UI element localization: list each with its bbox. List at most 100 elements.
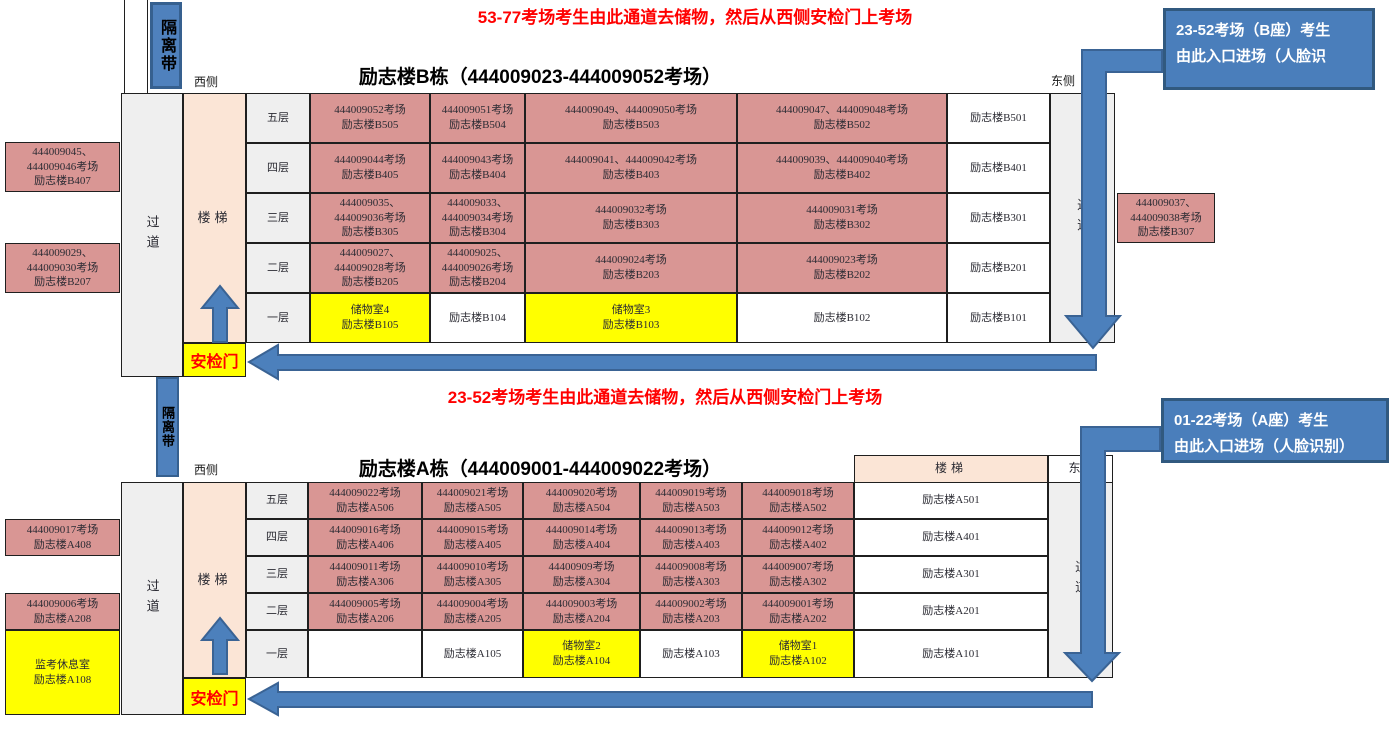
west-label-b: 西侧 xyxy=(194,75,219,89)
cell-line: 励志楼A304 xyxy=(552,575,611,588)
entrance-callout-b: 23-52考场（B座）考生 由此入口进场（人脸识 xyxy=(1163,8,1375,90)
cell-line: 励志楼A503 xyxy=(662,501,720,514)
cell-line: 励志楼A104 xyxy=(552,655,611,667)
cell-line: 储物室1 xyxy=(778,640,818,653)
cell-line: 444009031考场 xyxy=(806,204,878,217)
room-cell: 444009043考场 励志楼B404 xyxy=(430,143,525,193)
cell-line: 444009017考场 xyxy=(26,523,99,536)
room-cell: 444009018考场 励志楼A502 xyxy=(742,482,854,519)
room-cell: 444009014考场 励志楼A404 xyxy=(523,519,640,556)
cell-line: 444009033、 xyxy=(447,197,508,210)
cell-line: 储物室3 xyxy=(611,304,651,317)
cell-line: 励志楼B404 xyxy=(449,169,506,181)
cell-line: 励志楼B407 xyxy=(34,175,91,188)
room-cell: 444009013考场 励志楼A403 xyxy=(640,519,742,556)
isolation-band-middle: 隔离带 xyxy=(156,377,179,477)
cell-line: 储物室2 xyxy=(562,640,601,653)
cell-line: 励志楼A108 xyxy=(33,673,92,686)
cell-line: 励志楼B504 xyxy=(449,119,506,131)
flow-arrow-west-a xyxy=(246,681,1093,717)
room-cell: 444009019考场 励志楼A503 xyxy=(640,482,742,519)
cell-line: 444009028考场 xyxy=(334,261,406,274)
room-cell: 励志楼A301 xyxy=(854,556,1048,593)
entrance-arrow-down-b xyxy=(1063,49,1163,350)
cell-line: 444009020考场 xyxy=(545,486,618,499)
cell-line: 444009005考场 xyxy=(329,597,401,610)
cell-line: 444009025、 xyxy=(447,247,508,260)
room-cell: 444009008考场 励志楼A303 xyxy=(640,556,742,593)
cell-line: 励志楼A205 xyxy=(443,612,502,625)
cell-line: 励志楼B102 xyxy=(813,311,871,324)
cell-line: 励志楼A302 xyxy=(769,575,827,588)
cell-line: 励志楼A504 xyxy=(552,501,611,514)
cell-line: 444009004考场 xyxy=(436,597,509,610)
building-b-title: 励志楼B栋（444009023-444009052考场） xyxy=(358,67,722,88)
cell-line: 励志楼B505 xyxy=(341,119,399,131)
west-label-a: 西侧 xyxy=(194,463,219,477)
cell-line: 励志楼B303 xyxy=(602,219,660,231)
room-cell: 励志楼A201 xyxy=(854,593,1048,630)
room-cell: 储物室4 励志楼B105 xyxy=(310,293,430,343)
room-cell: 444009027、 444009028考场 励志楼B205 xyxy=(310,243,430,293)
cell-line: 三层 xyxy=(267,211,289,224)
cell-line: 444009024考场 xyxy=(595,254,667,267)
corridor-line-right xyxy=(147,0,148,93)
cell-line: 四层 xyxy=(266,531,288,544)
room-cell: 励志楼B501 xyxy=(947,93,1050,143)
cell-line: 励志楼A401 xyxy=(922,531,980,544)
room-cell: 励志楼B102 xyxy=(737,293,947,343)
corridor-line-left xyxy=(124,0,125,93)
room-cell: 励志楼A401 xyxy=(854,519,1048,556)
cell-line: 励志楼B302 xyxy=(813,219,871,231)
room-cell: 444009044考场 励志楼B405 xyxy=(310,143,430,193)
floor-label-b: 五层 xyxy=(246,93,310,143)
room-cell: 444009047、444009048考场 励志楼B502 xyxy=(737,93,947,143)
cell-line: 励志楼A102 xyxy=(769,655,827,667)
room-cell: 储物室3 励志楼B103 xyxy=(525,293,737,343)
room-cell: 444009007考场 励志楼A302 xyxy=(742,556,854,593)
cell-line: 444009006考场 xyxy=(26,597,99,610)
room-cell: 励志楼A501 xyxy=(854,482,1048,519)
cell-line: 励志楼A404 xyxy=(552,538,611,551)
corridor-west-a: 过道 xyxy=(121,482,183,715)
annex-room-box: 监考休息室 励志楼A108 xyxy=(5,630,120,715)
stairs-up-arrow-b xyxy=(199,284,241,343)
room-cell: 444009022考场 励志楼A506 xyxy=(308,482,422,519)
room-cell: 444009021考场 励志楼A505 xyxy=(422,482,523,519)
cell-line: 444009044考场 xyxy=(334,154,406,167)
floor-label-a: 五层 xyxy=(246,482,308,519)
cell-line: 储物室4 xyxy=(350,304,390,317)
cell-line: 励志楼A402 xyxy=(769,538,827,551)
building-a-title: 励志楼A栋（444009001-444009022考场） xyxy=(358,459,722,480)
room-cell: 444009015考场 励志楼A405 xyxy=(422,519,523,556)
room-cell: 444009025、 444009026考场 励志楼B204 xyxy=(430,243,525,293)
annex-room-box: 444009037、 444009038考场 励志楼B307 xyxy=(1117,193,1215,243)
room-cell: 444009016考场 励志楼A406 xyxy=(308,519,422,556)
cell-line: 励志楼A301 xyxy=(922,568,980,581)
room-cell: 444009052考场 励志楼B505 xyxy=(310,93,430,143)
cell-line: 励志楼A103 xyxy=(662,647,720,660)
cell-line: 444009015考场 xyxy=(436,523,509,536)
room-cell: 444009024考场 励志楼B203 xyxy=(525,243,737,293)
isolation-band-top: 隔离带 xyxy=(150,2,182,89)
floor-label-a: 二层 xyxy=(246,593,308,630)
cell-line: 444009047、444009048考场 xyxy=(776,104,908,117)
cell-line: 444009045、 xyxy=(32,146,93,159)
cell-line: 励志楼B101 xyxy=(970,311,1027,324)
room-cell: 444009010考场 励志楼A305 xyxy=(422,556,523,593)
cell-line: 励志楼B204 xyxy=(449,276,506,289)
cell-line: 励志楼A101 xyxy=(922,647,980,660)
cell-line: 444009023考场 xyxy=(806,254,878,267)
floor-label-b: 四层 xyxy=(246,143,310,193)
cell-line: 励志楼B405 xyxy=(341,169,399,181)
cell-line: 励志楼A303 xyxy=(662,575,720,588)
room-cell: 444009005考场 励志楼A206 xyxy=(308,593,422,630)
cell-line: 444009018考场 xyxy=(762,486,834,499)
cell-line: 励志楼B501 xyxy=(970,111,1027,124)
floor-label-a: 一层 xyxy=(246,630,308,678)
cell-line: 二层 xyxy=(266,605,288,618)
room-cell: 444009001考场 励志楼A202 xyxy=(742,593,854,630)
entrance-callout-a-line2: 由此入口进场（人脸识别） xyxy=(1174,438,1355,456)
room-cell: 444009012考场 励志楼A402 xyxy=(742,519,854,556)
